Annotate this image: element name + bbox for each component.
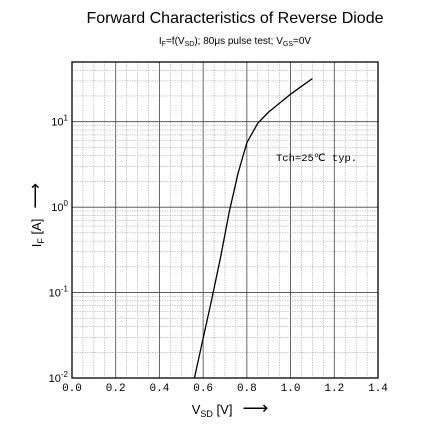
x-tick-label: 1.4 <box>368 383 388 395</box>
x-tick-label: 0.0 <box>62 383 82 395</box>
series-line <box>193 78 313 379</box>
plot-frame <box>71 61 379 379</box>
y-tick-label: 10-2 <box>49 370 69 385</box>
chart-title: Forward Characteristics of Reverse Diode <box>87 10 384 27</box>
y-tick-labels: 10-2 10-1 100 101 <box>49 114 69 385</box>
chart-subtitle: IF=f(VSD); 80μs pulse test; VGS=0V <box>159 36 312 48</box>
y-axis-label: IF [A]⟶ <box>25 183 46 247</box>
x-tick-labels: 0.0 0.2 0.4 0.6 0.8 1.0 1.2 1.4 <box>62 383 388 395</box>
y-tick-label: 100 <box>51 199 68 214</box>
grid <box>72 62 378 378</box>
annotation-label: Tch=25℃ typ. <box>276 153 357 165</box>
x-tick-label: 0.6 <box>193 383 213 395</box>
x-tick-label: 0.2 <box>106 383 126 395</box>
y-tick-label: 10-1 <box>49 285 69 300</box>
x-tick-label: 0.4 <box>150 383 170 395</box>
y-tick-label: 101 <box>51 114 68 129</box>
x-tick-label: 0.8 <box>237 383 257 395</box>
x-tick-label: 1.0 <box>281 383 301 395</box>
x-tick-label: 1.2 <box>324 383 344 395</box>
x-axis-label: VSD [V] ⟶ <box>192 398 269 419</box>
